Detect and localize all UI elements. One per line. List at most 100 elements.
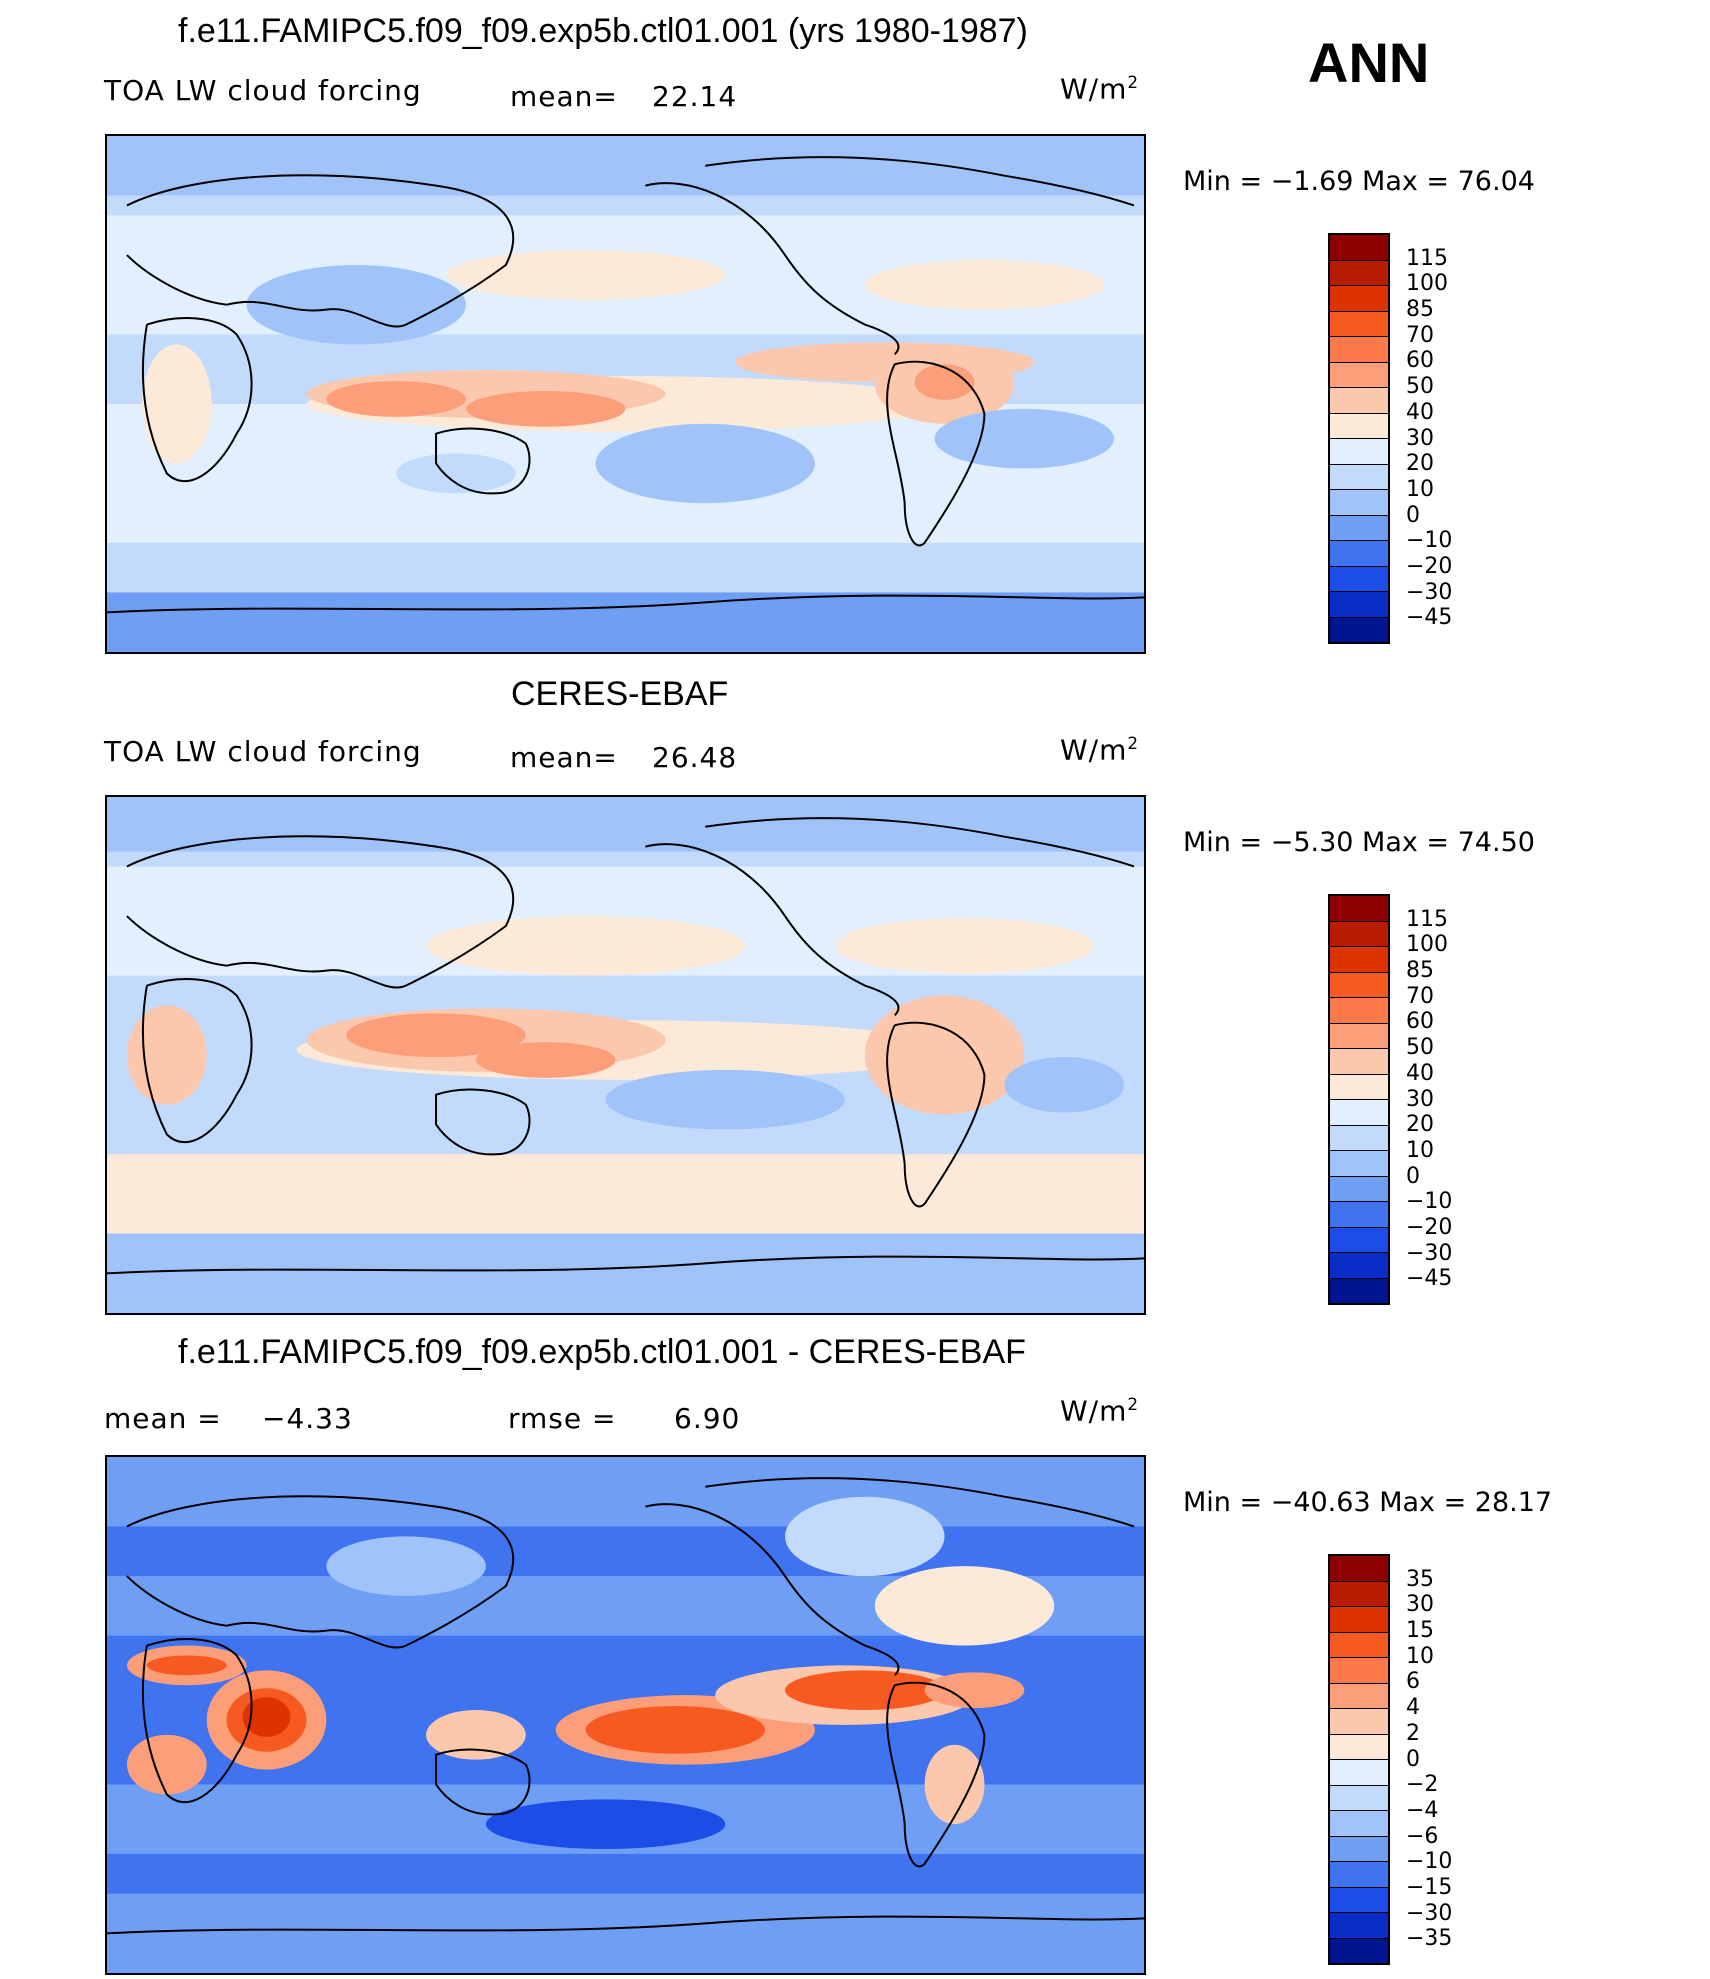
panel-1-map-canvas: [107, 136, 1144, 652]
colorbar-tick-label: 15: [1406, 1618, 1434, 1644]
colorbar-tick-label: 50: [1406, 374, 1434, 400]
colorbar-tick-label: −35: [1406, 1926, 1453, 1952]
colorbar-segment: [1330, 1811, 1388, 1837]
panel-3-mean-value: −4.33: [262, 1402, 353, 1435]
colorbar-tick-label: 60: [1406, 1009, 1434, 1035]
colorbar-segment: [1330, 439, 1388, 465]
colorbar-tick-label: −20: [1406, 553, 1453, 579]
panel-2-title: CERES-EBAF: [511, 675, 729, 713]
panel-3-colorbar: [1328, 1554, 1390, 1965]
colorbar-tick-label: 40: [1406, 1060, 1434, 1086]
colorbar-tick-label: −20: [1406, 1214, 1453, 1240]
colorbar-tick-label: 100: [1406, 932, 1448, 958]
colorbar-segment: [1330, 1278, 1388, 1303]
colorbar-tick-label: −30: [1406, 1240, 1453, 1266]
colorbar-tick-label: 70: [1406, 983, 1434, 1009]
colorbar-tick-label: 20: [1406, 1112, 1434, 1138]
colorbar-segment: [1330, 1632, 1388, 1658]
colorbar-tick-label: −30: [1406, 1900, 1453, 1926]
panel-2-map: [105, 795, 1146, 1315]
panel-2-colorbar: [1328, 894, 1390, 1305]
panel-3-rmse-label: rmse =: [508, 1402, 617, 1435]
colorbar-tick-label: −10: [1406, 528, 1453, 554]
colorbar-tick-label: 2: [1406, 1720, 1420, 1746]
panel-1-colorbar: [1328, 233, 1390, 644]
colorbar-segment: [1330, 464, 1388, 490]
colorbar-segment: [1330, 286, 1388, 312]
season-label: ANN: [1308, 31, 1430, 94]
panel-1-title: f.e11.FAMIPC5.f09_f09.exp5b.ctl01.001 (y…: [178, 12, 1028, 50]
colorbar-segment: [1330, 566, 1388, 592]
panel-2-map-canvas: [107, 797, 1144, 1313]
panel-1-colorbar-labels: 115 100 85 70 60 50 40 30 20 10 0 −10 −20 −30 −45: [1406, 233, 1526, 644]
colorbar-segment: [1330, 921, 1388, 947]
colorbar-tick-label: 6: [1406, 1669, 1420, 1695]
colorbar-segment: [1330, 1683, 1388, 1709]
colorbar-segment: [1330, 1176, 1388, 1202]
colorbar-segment: [1330, 972, 1388, 998]
colorbar-segment: [1330, 617, 1388, 642]
panel-2-mean-label: mean=: [510, 741, 618, 774]
colorbar-tick-label: −30: [1406, 579, 1453, 605]
panel-2-minmax: Min = −5.30 Max = 74.50: [1183, 827, 1535, 858]
colorbar-segment: [1330, 541, 1388, 567]
colorbar-segment: [1330, 1862, 1388, 1888]
colorbar-segment: [1330, 235, 1388, 261]
colorbar-segment: [1330, 413, 1388, 439]
panel-3-rmse-value: 6.90: [674, 1402, 741, 1435]
colorbar-tick-label: 10: [1406, 1137, 1434, 1163]
panel-1-units: W/m2: [1060, 72, 1140, 106]
colorbar-segment: [1330, 1202, 1388, 1228]
panel-1-minmax: Min = −1.69 Max = 76.04: [1183, 166, 1535, 197]
panel-2-variable-label: TOA LW cloud forcing: [104, 735, 422, 768]
colorbar-segment: [1330, 1785, 1388, 1811]
panel-1-map: [105, 134, 1146, 654]
colorbar-tick-label: −45: [1406, 605, 1453, 631]
colorbar-tick-label: 40: [1406, 399, 1434, 425]
colorbar-segment: [1330, 1049, 1388, 1075]
colorbar-tick-label: 30: [1406, 425, 1434, 451]
colorbar-segment: [1330, 1938, 1388, 1963]
panel-2-units: W/m2: [1060, 733, 1140, 767]
colorbar-tick-label: −45: [1406, 1266, 1453, 1292]
colorbar-segment: [1330, 311, 1388, 337]
colorbar-tick-label: −10: [1406, 1189, 1453, 1215]
colorbar-segment: [1330, 1734, 1388, 1760]
colorbar-tick-label: 0: [1406, 502, 1420, 528]
colorbar-tick-label: 60: [1406, 348, 1434, 374]
panel-2-colorbar-labels: 115 100 85 70 60 50 40 30 20 10 0 −10 −20 −30 −45: [1406, 894, 1526, 1305]
panel-3-colorbar-labels: 35 30 15 10 6 4 2 0 −2 −4 −6 −10 −15 −30 −35: [1406, 1554, 1526, 1965]
colorbar-segment: [1330, 1709, 1388, 1735]
colorbar-segment: [1330, 1151, 1388, 1177]
colorbar-segment: [1330, 388, 1388, 414]
panel-1-mean-label: mean=: [510, 80, 618, 113]
colorbar-segment: [1330, 1227, 1388, 1253]
panel-2-mean-value: 26.48: [652, 741, 738, 774]
colorbar-tick-label: 20: [1406, 451, 1434, 477]
panel-1-variable-label: TOA LW cloud forcing: [104, 74, 422, 107]
colorbar-tick-label: 4: [1406, 1695, 1420, 1721]
colorbar-segment: [1330, 1253, 1388, 1279]
colorbar-tick-label: 85: [1406, 958, 1434, 984]
colorbar-tick-label: 0: [1406, 1746, 1420, 1772]
colorbar-tick-label: 10: [1406, 476, 1434, 502]
panel-3-map: [105, 1455, 1146, 1975]
colorbar-segment: [1330, 1100, 1388, 1126]
colorbar-tick-label: 30: [1406, 1592, 1434, 1618]
colorbar-tick-label: −15: [1406, 1874, 1453, 1900]
colorbar-tick-label: 50: [1406, 1035, 1434, 1061]
panel-3-mean-label: mean =: [104, 1402, 222, 1435]
panel-3-title: f.e11.FAMIPC5.f09_f09.exp5b.ctl01.001 - …: [178, 1333, 1026, 1371]
colorbar-tick-label: 70: [1406, 322, 1434, 348]
colorbar-tick-label: 35: [1406, 1566, 1434, 1592]
colorbar-tick-label: 30: [1406, 1086, 1434, 1112]
colorbar-tick-label: −10: [1406, 1849, 1453, 1875]
colorbar-segment: [1330, 260, 1388, 286]
colorbar-segment: [1330, 490, 1388, 516]
panel-3-units: W/m2: [1060, 1394, 1140, 1428]
colorbar-segment: [1330, 998, 1388, 1024]
colorbar-segment: [1330, 896, 1388, 922]
colorbar-tick-label: −6: [1406, 1823, 1439, 1849]
colorbar-segment: [1330, 1125, 1388, 1151]
colorbar-tick-label: 115: [1406, 906, 1448, 932]
